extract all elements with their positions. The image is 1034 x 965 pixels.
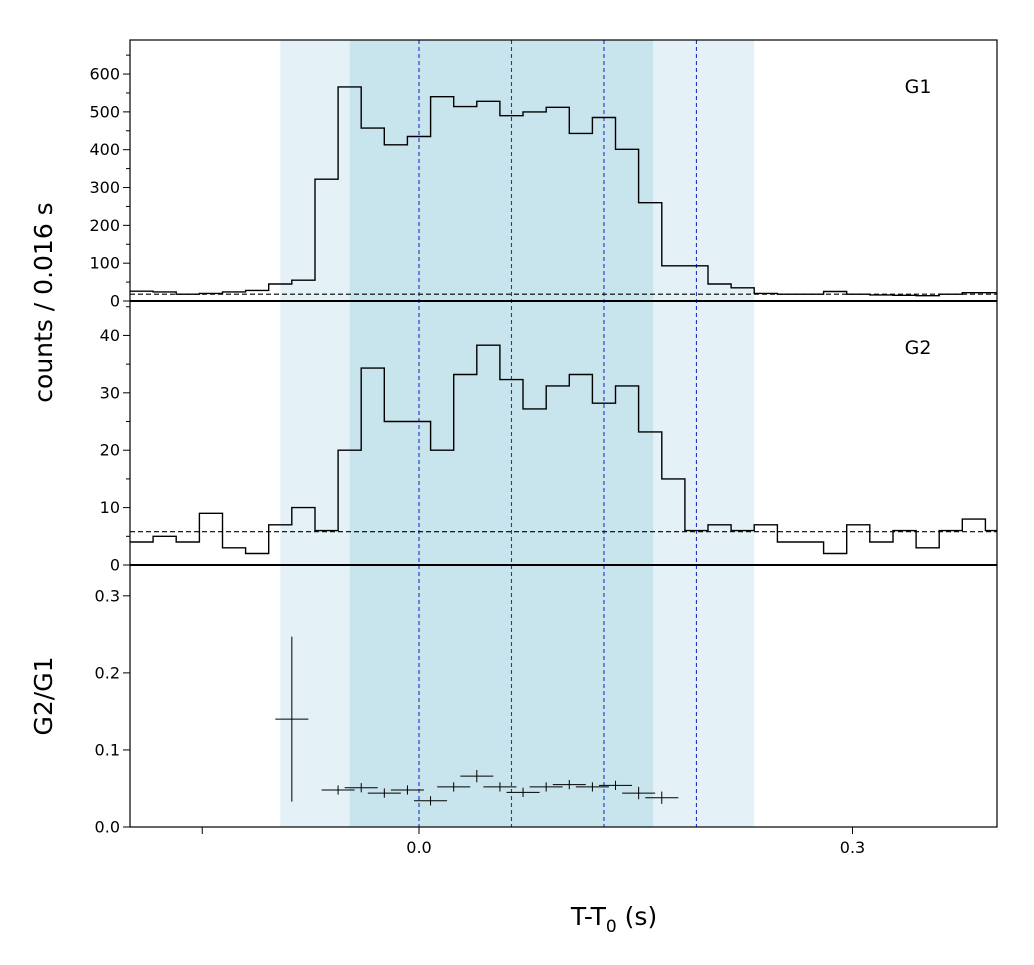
- ytick-label-p0-5: 500: [89, 102, 120, 121]
- ytick-label-p2-3: 0.3: [95, 586, 120, 605]
- panel-label-g2: G2: [905, 337, 932, 359]
- ytick-label-p0-3: 300: [89, 178, 120, 197]
- ytick-label-p2-2: 0.2: [95, 663, 120, 682]
- text-layer: 0 100 200 300 400 500 600 G1 0 10 20 30 40 G2 0.0 0.1 0.…: [29, 65, 931, 937]
- ytick-label-p1-3: 30: [100, 383, 120, 402]
- ylabel-counts: counts / 0.016 s: [29, 202, 58, 402]
- histogram-g2: [130, 344, 997, 555]
- xlabel: T-T0 (s): [570, 902, 657, 937]
- ytick-label-p1-0: 0: [110, 556, 120, 575]
- ytick-label-p2-1: 0.1: [95, 740, 120, 759]
- ytick-label-p1-4: 40: [100, 326, 120, 345]
- ytick-label-p2-0: 0.0: [95, 818, 120, 837]
- xtick-label-1: 0.3: [840, 838, 865, 857]
- panel-label-g1: G1: [905, 76, 932, 98]
- ytick-label-p0-2: 200: [89, 216, 120, 235]
- shaded-intervals: [280, 40, 755, 827]
- vertical-markers: [418, 40, 697, 827]
- ytick-label-p0-6: 600: [89, 65, 120, 84]
- shaded-interval-1: [349, 40, 654, 827]
- data-layer: [130, 86, 997, 806]
- ytick-label-p0-1: 100: [89, 254, 120, 273]
- axes-layer: [123, 39, 998, 834]
- ytick-label-p1-1: 10: [100, 498, 120, 517]
- xtick-label-0: 0.0: [406, 838, 431, 857]
- ytick-label-p1-2: 20: [100, 441, 120, 460]
- xlabel-main: T-T: [570, 902, 607, 931]
- xlabel-unit: (s): [617, 902, 657, 931]
- ytick-label-p0-0: 0: [110, 292, 120, 311]
- xlabel-subscript: 0: [606, 917, 617, 937]
- ytick-label-p0-4: 400: [89, 140, 120, 159]
- ylabel-ratio: G2/G1: [29, 657, 58, 736]
